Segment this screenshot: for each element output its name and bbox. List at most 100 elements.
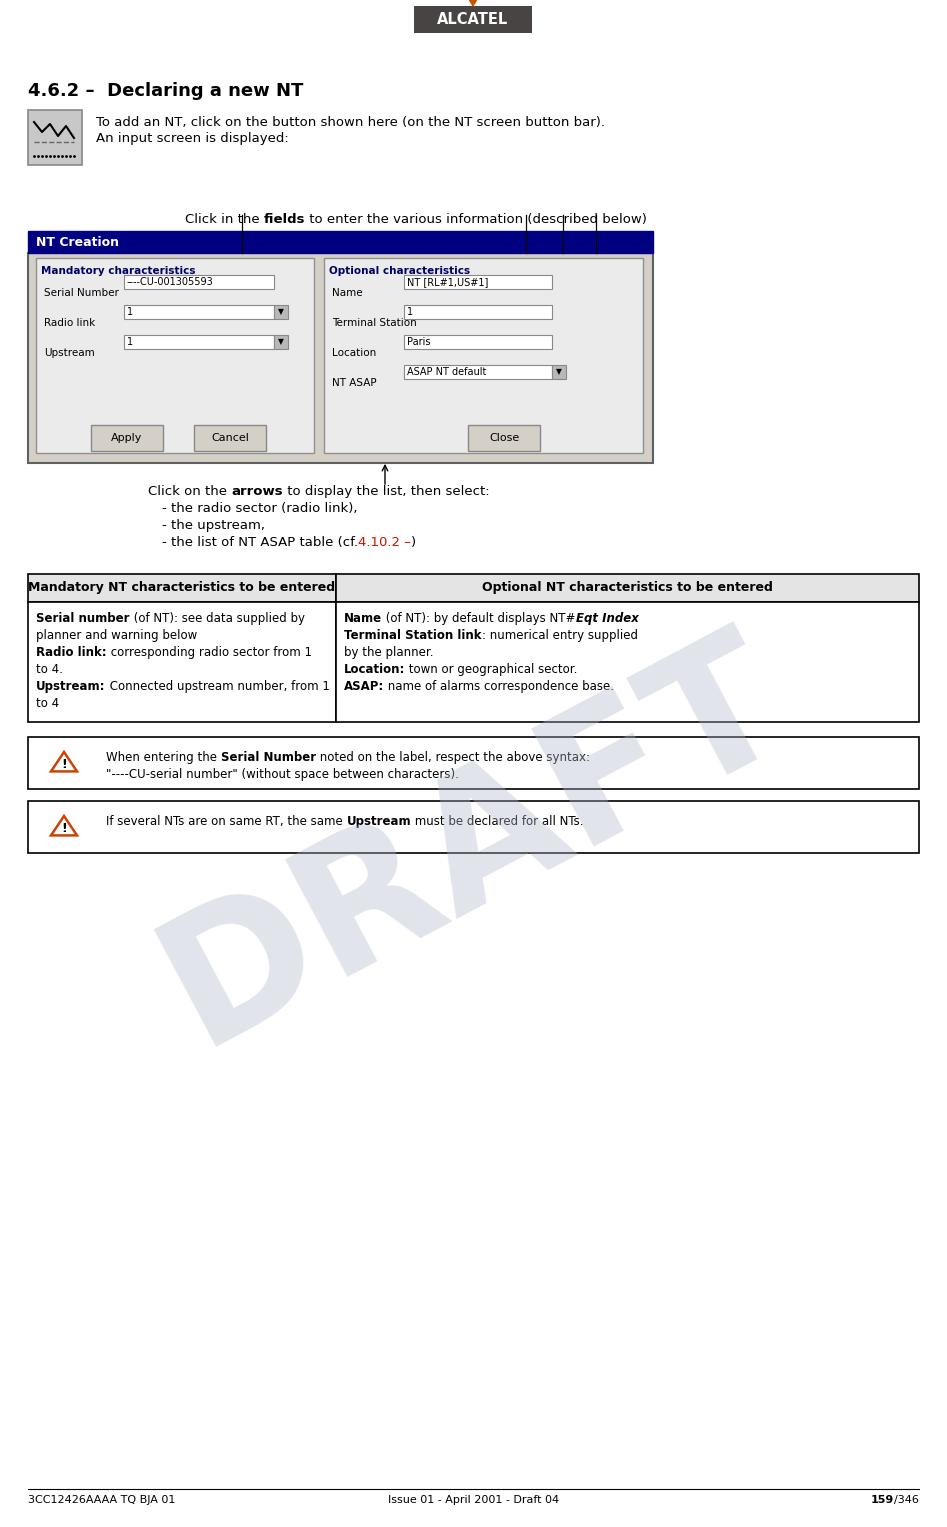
FancyBboxPatch shape bbox=[36, 258, 314, 454]
Polygon shape bbox=[460, 0, 486, 6]
Text: town or geographical sector.: town or geographical sector. bbox=[405, 663, 578, 676]
Text: by the planner.: by the planner. bbox=[344, 646, 434, 660]
Text: : numerical entry supplied: : numerical entry supplied bbox=[481, 629, 637, 641]
Text: Optional NT characteristics to be entered: Optional NT characteristics to be entere… bbox=[482, 582, 773, 594]
Text: Eqt Index: Eqt Index bbox=[576, 612, 638, 625]
FancyBboxPatch shape bbox=[28, 110, 82, 165]
Text: ASAP:: ASAP: bbox=[344, 680, 384, 693]
Text: /346: /346 bbox=[894, 1495, 919, 1506]
Text: Serial number: Serial number bbox=[36, 612, 130, 625]
Text: Location: Location bbox=[332, 348, 376, 357]
FancyBboxPatch shape bbox=[124, 275, 274, 289]
Text: If several NTs are on same RT, the same: If several NTs are on same RT, the same bbox=[106, 815, 347, 828]
Text: Upstream: Upstream bbox=[44, 348, 95, 357]
Text: Upstream: Upstream bbox=[347, 815, 411, 828]
Text: NT Creation: NT Creation bbox=[36, 235, 119, 249]
Text: Mandatory NT characteristics to be entered: Mandatory NT characteristics to be enter… bbox=[28, 582, 335, 594]
Text: Terminal Station: Terminal Station bbox=[332, 318, 417, 328]
Text: 3CC12426AAAA TQ BJA 01: 3CC12426AAAA TQ BJA 01 bbox=[28, 1495, 175, 1506]
FancyBboxPatch shape bbox=[404, 365, 552, 379]
Text: When entering the: When entering the bbox=[106, 751, 221, 764]
FancyBboxPatch shape bbox=[274, 305, 288, 319]
FancyBboxPatch shape bbox=[336, 602, 919, 722]
Text: Issue 01 - April 2001 - Draft 04: Issue 01 - April 2001 - Draft 04 bbox=[388, 1495, 559, 1506]
Text: Click in the: Click in the bbox=[185, 212, 264, 226]
Text: Terminal Station link: Terminal Station link bbox=[344, 629, 481, 641]
FancyBboxPatch shape bbox=[404, 334, 552, 350]
Text: arrows: arrows bbox=[231, 486, 283, 498]
FancyBboxPatch shape bbox=[274, 334, 288, 350]
Text: Paris: Paris bbox=[407, 337, 431, 347]
Text: to 4: to 4 bbox=[36, 696, 59, 710]
Text: Name: Name bbox=[344, 612, 383, 625]
Text: 4.6.2 –  Declaring a new NT: 4.6.2 – Declaring a new NT bbox=[28, 82, 303, 99]
FancyBboxPatch shape bbox=[124, 305, 274, 319]
Text: Apply: Apply bbox=[112, 434, 143, 443]
Text: 1: 1 bbox=[127, 337, 134, 347]
Text: (of NT): by default displays NT#: (of NT): by default displays NT# bbox=[383, 612, 576, 625]
Text: Mandatory characteristics: Mandatory characteristics bbox=[41, 266, 195, 276]
Text: !: ! bbox=[62, 759, 67, 771]
FancyBboxPatch shape bbox=[468, 425, 540, 450]
Text: ▼: ▼ bbox=[278, 337, 284, 347]
Text: (of NT): see data supplied by: (of NT): see data supplied by bbox=[130, 612, 305, 625]
Text: "----CU-serial number" (without space between characters).: "----CU-serial number" (without space be… bbox=[106, 768, 459, 780]
Text: Click on the: Click on the bbox=[148, 486, 231, 498]
Text: ): ) bbox=[411, 536, 416, 550]
Text: Radio link:: Radio link: bbox=[36, 646, 107, 660]
Text: Serial Number: Serial Number bbox=[44, 289, 119, 298]
FancyBboxPatch shape bbox=[28, 602, 336, 722]
Text: to 4.: to 4. bbox=[36, 663, 63, 676]
Text: NT [RL#1,US#1]: NT [RL#1,US#1] bbox=[407, 276, 489, 287]
Text: - the radio sector (radio link),: - the radio sector (radio link), bbox=[162, 502, 358, 515]
FancyBboxPatch shape bbox=[28, 231, 653, 253]
FancyBboxPatch shape bbox=[336, 574, 919, 602]
Text: Close: Close bbox=[489, 434, 519, 443]
Polygon shape bbox=[51, 815, 77, 835]
Text: ▼: ▼ bbox=[556, 368, 562, 377]
Text: corresponding radio sector from 1: corresponding radio sector from 1 bbox=[107, 646, 312, 660]
Text: ALCATEL: ALCATEL bbox=[438, 12, 509, 27]
FancyBboxPatch shape bbox=[324, 258, 643, 454]
FancyBboxPatch shape bbox=[124, 334, 274, 350]
FancyBboxPatch shape bbox=[414, 6, 532, 34]
Text: 159: 159 bbox=[871, 1495, 894, 1506]
FancyBboxPatch shape bbox=[28, 738, 919, 789]
FancyBboxPatch shape bbox=[404, 305, 552, 319]
Text: ASAP NT default: ASAP NT default bbox=[407, 366, 487, 377]
Text: fields: fields bbox=[264, 212, 305, 226]
Text: NT ASAP: NT ASAP bbox=[332, 379, 377, 388]
Text: An input screen is displayed:: An input screen is displayed: bbox=[96, 131, 289, 145]
FancyBboxPatch shape bbox=[28, 574, 336, 602]
Text: DRAFT: DRAFT bbox=[134, 608, 813, 1080]
Text: must be declared for all NTs.: must be declared for all NTs. bbox=[411, 815, 583, 828]
Text: planner and warning below: planner and warning below bbox=[36, 629, 197, 641]
FancyBboxPatch shape bbox=[194, 425, 266, 450]
Text: Cancel: Cancel bbox=[211, 434, 249, 443]
Text: 1: 1 bbox=[127, 307, 134, 318]
Text: name of alarms correspondence base.: name of alarms correspondence base. bbox=[384, 680, 615, 693]
FancyBboxPatch shape bbox=[404, 275, 552, 289]
Text: noted on the label, respect the above syntax:: noted on the label, respect the above sy… bbox=[316, 751, 590, 764]
Text: To add an NT, click on the button shown here (on the NT screen button bar).: To add an NT, click on the button shown … bbox=[96, 116, 605, 128]
FancyBboxPatch shape bbox=[91, 425, 163, 450]
Text: to display the list, then select:: to display the list, then select: bbox=[283, 486, 490, 498]
Polygon shape bbox=[51, 751, 77, 771]
Text: 4.10.2 –: 4.10.2 – bbox=[358, 536, 411, 550]
Text: 1: 1 bbox=[407, 307, 413, 318]
Text: to enter the various information (described below): to enter the various information (descri… bbox=[305, 212, 647, 226]
Text: Serial Number: Serial Number bbox=[221, 751, 316, 764]
FancyBboxPatch shape bbox=[28, 802, 919, 854]
Text: ----CU-001305593: ----CU-001305593 bbox=[127, 276, 214, 287]
FancyBboxPatch shape bbox=[552, 365, 566, 379]
Text: ▼: ▼ bbox=[278, 307, 284, 316]
Text: Name: Name bbox=[332, 289, 363, 298]
Text: Location:: Location: bbox=[344, 663, 405, 676]
FancyBboxPatch shape bbox=[28, 253, 653, 463]
Text: - the upstream,: - the upstream, bbox=[162, 519, 265, 531]
Text: Radio link: Radio link bbox=[44, 318, 96, 328]
Text: Upstream:: Upstream: bbox=[36, 680, 105, 693]
Text: Connected upstream number, from 1: Connected upstream number, from 1 bbox=[105, 680, 330, 693]
Text: - the list of NT ASAP table (cf.: - the list of NT ASAP table (cf. bbox=[162, 536, 358, 550]
Text: Optional characteristics: Optional characteristics bbox=[329, 266, 470, 276]
